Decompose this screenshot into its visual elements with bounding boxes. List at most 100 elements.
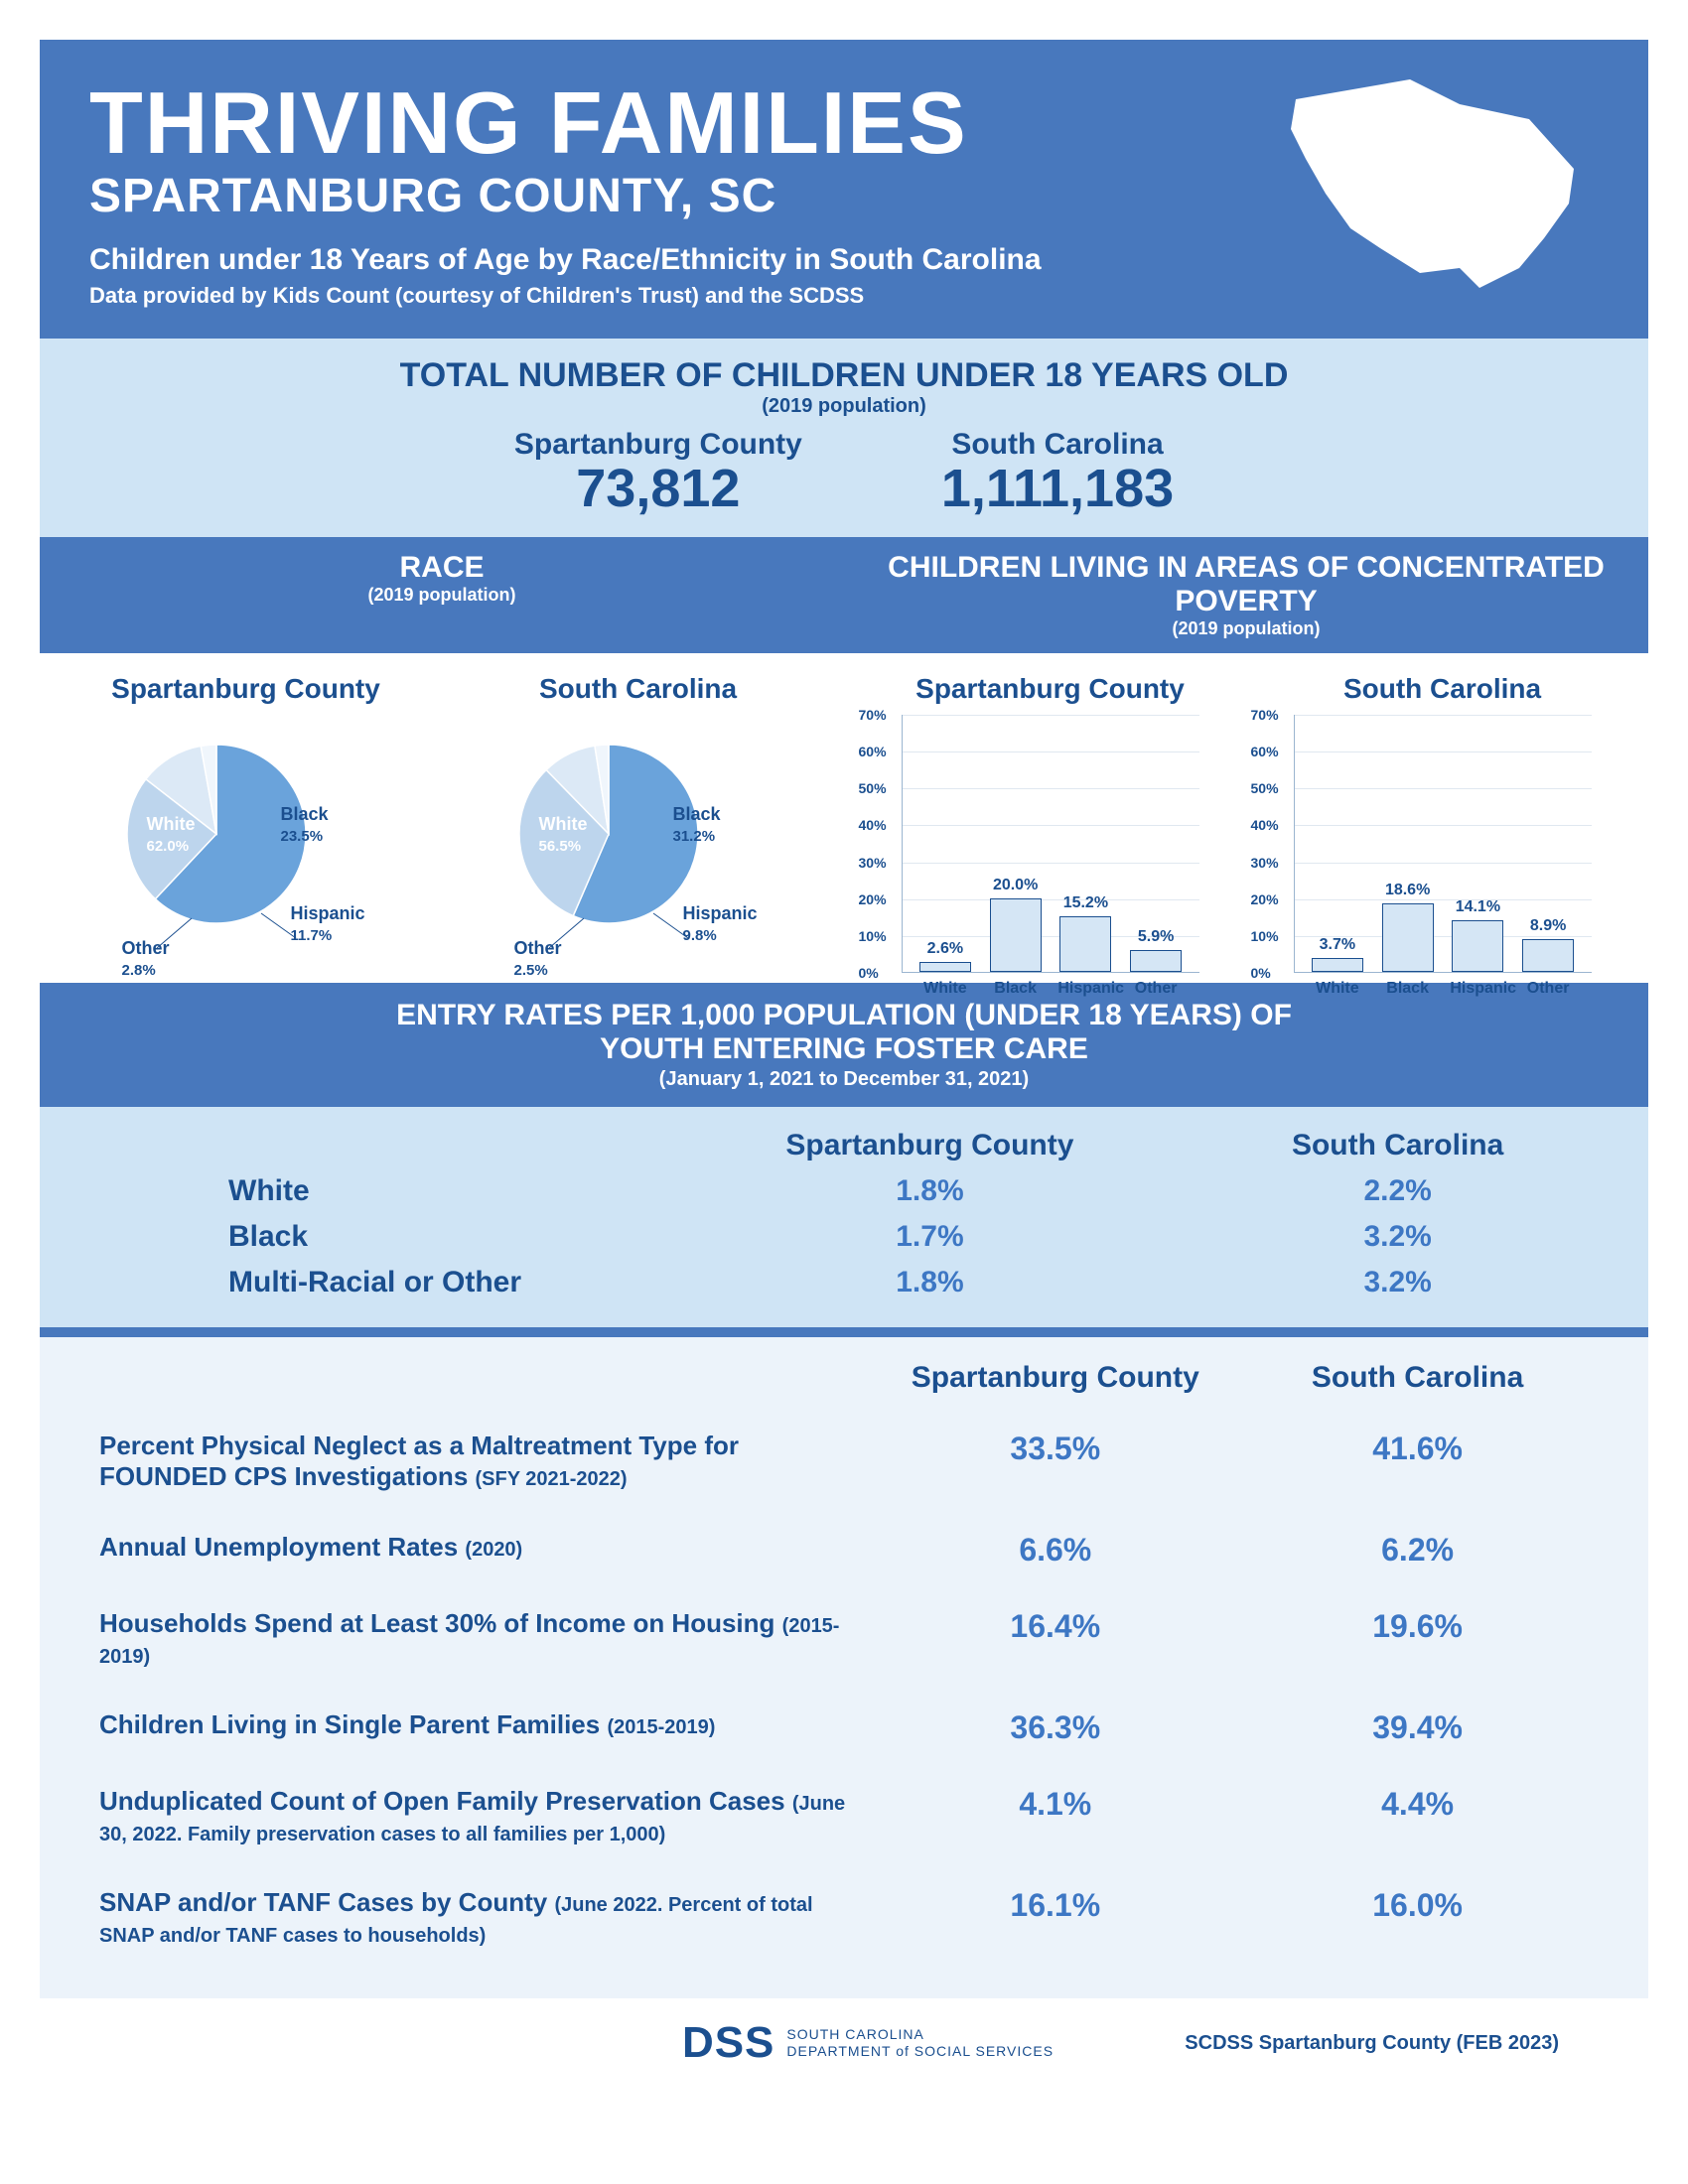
bar — [1059, 916, 1111, 972]
bar-wrap: 20.0% Black — [988, 877, 1044, 972]
stats-row: Unduplicated Count of Open Family Preser… — [89, 1766, 1599, 1867]
poverty-header: CHILDREN LIVING IN AREAS OF CONCENTRATED… — [844, 537, 1648, 653]
county-pop: Spartanburg County 73,812 — [514, 428, 802, 515]
y-tick: 40% — [859, 817, 887, 833]
pie-label: Hispanic11.7% — [291, 903, 365, 944]
bar-value: 2.6% — [927, 940, 963, 958]
bar — [1130, 950, 1182, 972]
bar — [1452, 920, 1503, 972]
y-tick: 70% — [859, 707, 887, 723]
y-tick: 0% — [1251, 965, 1271, 981]
entry-title2: YOUTH ENTERING FOSTER CARE — [60, 1032, 1628, 1066]
footer: DSS SOUTH CAROLINA DEPARTMENT of SOCIAL … — [40, 1998, 1648, 2088]
bar — [919, 962, 971, 972]
pie-label: Other2.5% — [514, 938, 562, 979]
y-tick: 20% — [1251, 891, 1279, 907]
stats-row: SNAP and/or TANF Cases by County (June 2… — [89, 1867, 1599, 1969]
y-tick: 20% — [859, 891, 887, 907]
dept-line2: DEPARTMENT of SOCIAL SERVICES — [786, 2043, 1054, 2059]
poverty-state-bars: 0%10%20%30%40%50%60%70% 3.7% White 18.6%… — [1294, 715, 1592, 973]
y-tick: 30% — [859, 855, 887, 871]
bar-xlabel: Other — [1128, 980, 1184, 998]
divider — [40, 1327, 1648, 1337]
entry-state: 2.2% — [1196, 1168, 1599, 1214]
pie-label: White56.5% — [539, 814, 588, 855]
entry-county: 1.7% — [663, 1214, 1197, 1260]
entry-table: Spartanburg County South Carolina White … — [40, 1107, 1648, 1327]
bar-wrap: 15.2% Hispanic — [1057, 894, 1113, 972]
entry-label: Black — [89, 1214, 663, 1260]
bar-wrap: 2.6% White — [917, 940, 973, 972]
y-tick: 60% — [1251, 744, 1279, 759]
dss-text: DSS — [682, 2018, 774, 2068]
stats-county: 4.1% — [874, 1766, 1236, 1867]
entry-row: Multi-Racial or Other 1.8% 3.2% — [89, 1260, 1599, 1305]
race-header: RACE (2019 population) — [40, 537, 844, 653]
y-tick: 0% — [859, 965, 879, 981]
entry-row: White 1.8% 2.2% — [89, 1168, 1599, 1214]
entry-state: 3.2% — [1196, 1260, 1599, 1305]
stats-row: Percent Physical Neglect as a Maltreatme… — [89, 1411, 1599, 1512]
bar — [1312, 958, 1363, 972]
bar-xlabel: White — [1310, 980, 1365, 998]
bar-xlabel: Black — [1380, 980, 1436, 998]
entry-banner: ENTRY RATES PER 1,000 POPULATION (UNDER … — [40, 983, 1648, 1107]
entry-state: 3.2% — [1196, 1214, 1599, 1260]
poverty-subtitle: (2019 population) — [854, 618, 1638, 639]
y-tick: 50% — [1251, 780, 1279, 796]
poverty-state-label: South Carolina — [1266, 673, 1618, 705]
stats-county: 6.6% — [874, 1512, 1236, 1588]
pie-label: Hispanic9.8% — [683, 903, 758, 944]
y-tick: 10% — [1251, 928, 1279, 944]
stats-row: Annual Unemployment Rates (2020) 6.6% 6.… — [89, 1512, 1599, 1588]
stats-row: Children Living in Single Parent Familie… — [89, 1690, 1599, 1766]
bar — [1522, 939, 1574, 972]
race-state-pie: White56.5%Black31.2%Hispanic9.8%Other2.5… — [509, 715, 768, 973]
stats-table: Spartanburg County South Carolina Percen… — [40, 1337, 1648, 1998]
race-county-pie: White62.0%Black23.5%Hispanic11.7%Other2.… — [117, 715, 375, 973]
total-title: TOTAL NUMBER OF CHILDREN UNDER 18 YEARS … — [89, 356, 1599, 395]
stats-state: 41.6% — [1236, 1411, 1599, 1512]
bar-wrap: 18.6% Black — [1380, 882, 1436, 972]
entry-col-county: Spartanburg County — [663, 1123, 1197, 1168]
poverty-title: CHILDREN LIVING IN AREAS OF CONCENTRATED… — [854, 551, 1638, 618]
total-band: TOTAL NUMBER OF CHILDREN UNDER 18 YEARS … — [40, 339, 1648, 537]
bar — [1382, 903, 1434, 972]
header: THRIVING FAMILIES SPARTANBURG COUNTY, SC… — [40, 40, 1648, 339]
poverty-county-label: Spartanburg County — [874, 673, 1226, 705]
bar-wrap: 8.9% Other — [1520, 917, 1576, 972]
bar-value: 3.7% — [1320, 936, 1355, 954]
bar-value: 15.2% — [1063, 894, 1108, 912]
entry-subtitle: (January 1, 2021 to December 31, 2021) — [60, 1068, 1628, 1091]
state-pop-label: South Carolina — [941, 428, 1174, 462]
stats-col-state: South Carolina — [1236, 1361, 1599, 1411]
bar-xlabel: Other — [1520, 980, 1576, 998]
stats-state: 39.4% — [1236, 1690, 1599, 1766]
footer-wrap: DSS SOUTH CAROLINA DEPARTMENT of SOCIAL … — [40, 1998, 1648, 2088]
bar-value: 14.1% — [1456, 898, 1500, 916]
bar-wrap: 5.9% Other — [1128, 928, 1184, 972]
stats-label: Annual Unemployment Rates (2020) — [89, 1512, 874, 1588]
race-county-chart: Spartanburg County White62.0%Black23.5%H… — [70, 673, 422, 973]
stats-state: 16.0% — [1236, 1867, 1599, 1969]
entry-county: 1.8% — [663, 1168, 1197, 1214]
stats-county: 33.5% — [874, 1411, 1236, 1512]
stats-county: 16.4% — [874, 1588, 1236, 1690]
stats-label: Unduplicated Count of Open Family Preser… — [89, 1766, 874, 1867]
y-tick: 40% — [1251, 817, 1279, 833]
stats-row: Households Spend at Least 30% of Income … — [89, 1588, 1599, 1690]
race-charts: Spartanburg County White62.0%Black23.5%H… — [40, 653, 844, 983]
bar — [990, 898, 1042, 972]
bar-xlabel: White — [917, 980, 973, 998]
county-pop-value: 73,812 — [514, 462, 802, 515]
stats-state: 19.6% — [1236, 1588, 1599, 1690]
bar-value: 8.9% — [1530, 917, 1566, 935]
poverty-county-chart: Spartanburg County 0%10%20%30%40%50%60%7… — [874, 673, 1226, 973]
stats-county: 16.1% — [874, 1867, 1236, 1969]
race-state-chart: South Carolina White56.5%Black31.2%Hispa… — [462, 673, 814, 973]
state-pop: South Carolina 1,111,183 — [941, 428, 1174, 515]
pie-label: Black31.2% — [673, 804, 721, 845]
stats-label: Percent Physical Neglect as a Maltreatme… — [89, 1411, 874, 1512]
stats-county: 36.3% — [874, 1690, 1236, 1766]
bar-xlabel: Hispanic — [1057, 980, 1113, 998]
